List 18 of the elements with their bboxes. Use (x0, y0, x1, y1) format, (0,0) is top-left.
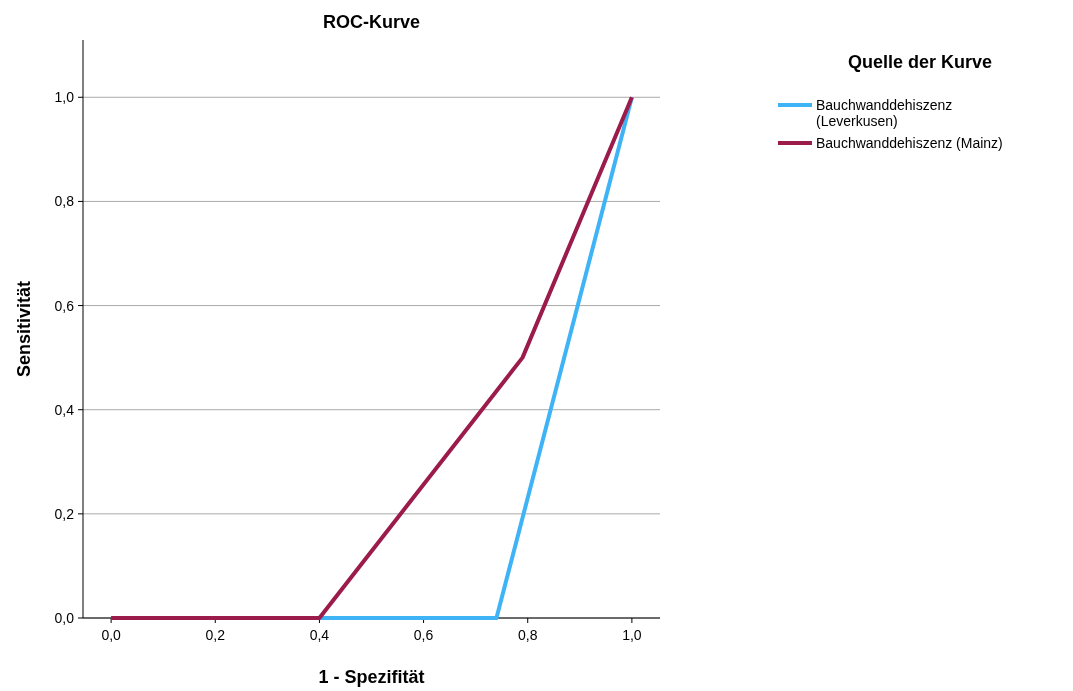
x-tick-label: 0,8 (517, 627, 538, 643)
y-tick-label: 0,0 (54, 610, 75, 626)
y-tick-label: 0,4 (54, 401, 75, 418)
y-tick-label: 0,8 (54, 193, 75, 210)
x-tick-label: 0,6 (413, 627, 434, 643)
y-tick-label: 0,6 (54, 297, 75, 314)
chart-title: ROC-Kurve (322, 12, 421, 32)
y-tick-label: 1,0 (54, 89, 75, 106)
x-tick-label: 0,4 (309, 627, 330, 643)
x-tick-label: 1,0 (622, 627, 642, 643)
y-axis-title: Sensitivität (14, 280, 34, 378)
x-tick-label: 0,2 (205, 627, 226, 643)
legend-title: Quelle der Kurve (847, 52, 993, 72)
x-axis-title: 1 - Spezifität (318, 667, 425, 687)
x-tick-label: 0,0 (101, 627, 122, 643)
legend-label: Bauchwanddehiszenz (Leverkusen) (816, 97, 953, 129)
legend-label: Bauchwanddehiszenz (Mainz) (816, 135, 1003, 151)
y-tick-label: 0,2 (54, 505, 75, 522)
